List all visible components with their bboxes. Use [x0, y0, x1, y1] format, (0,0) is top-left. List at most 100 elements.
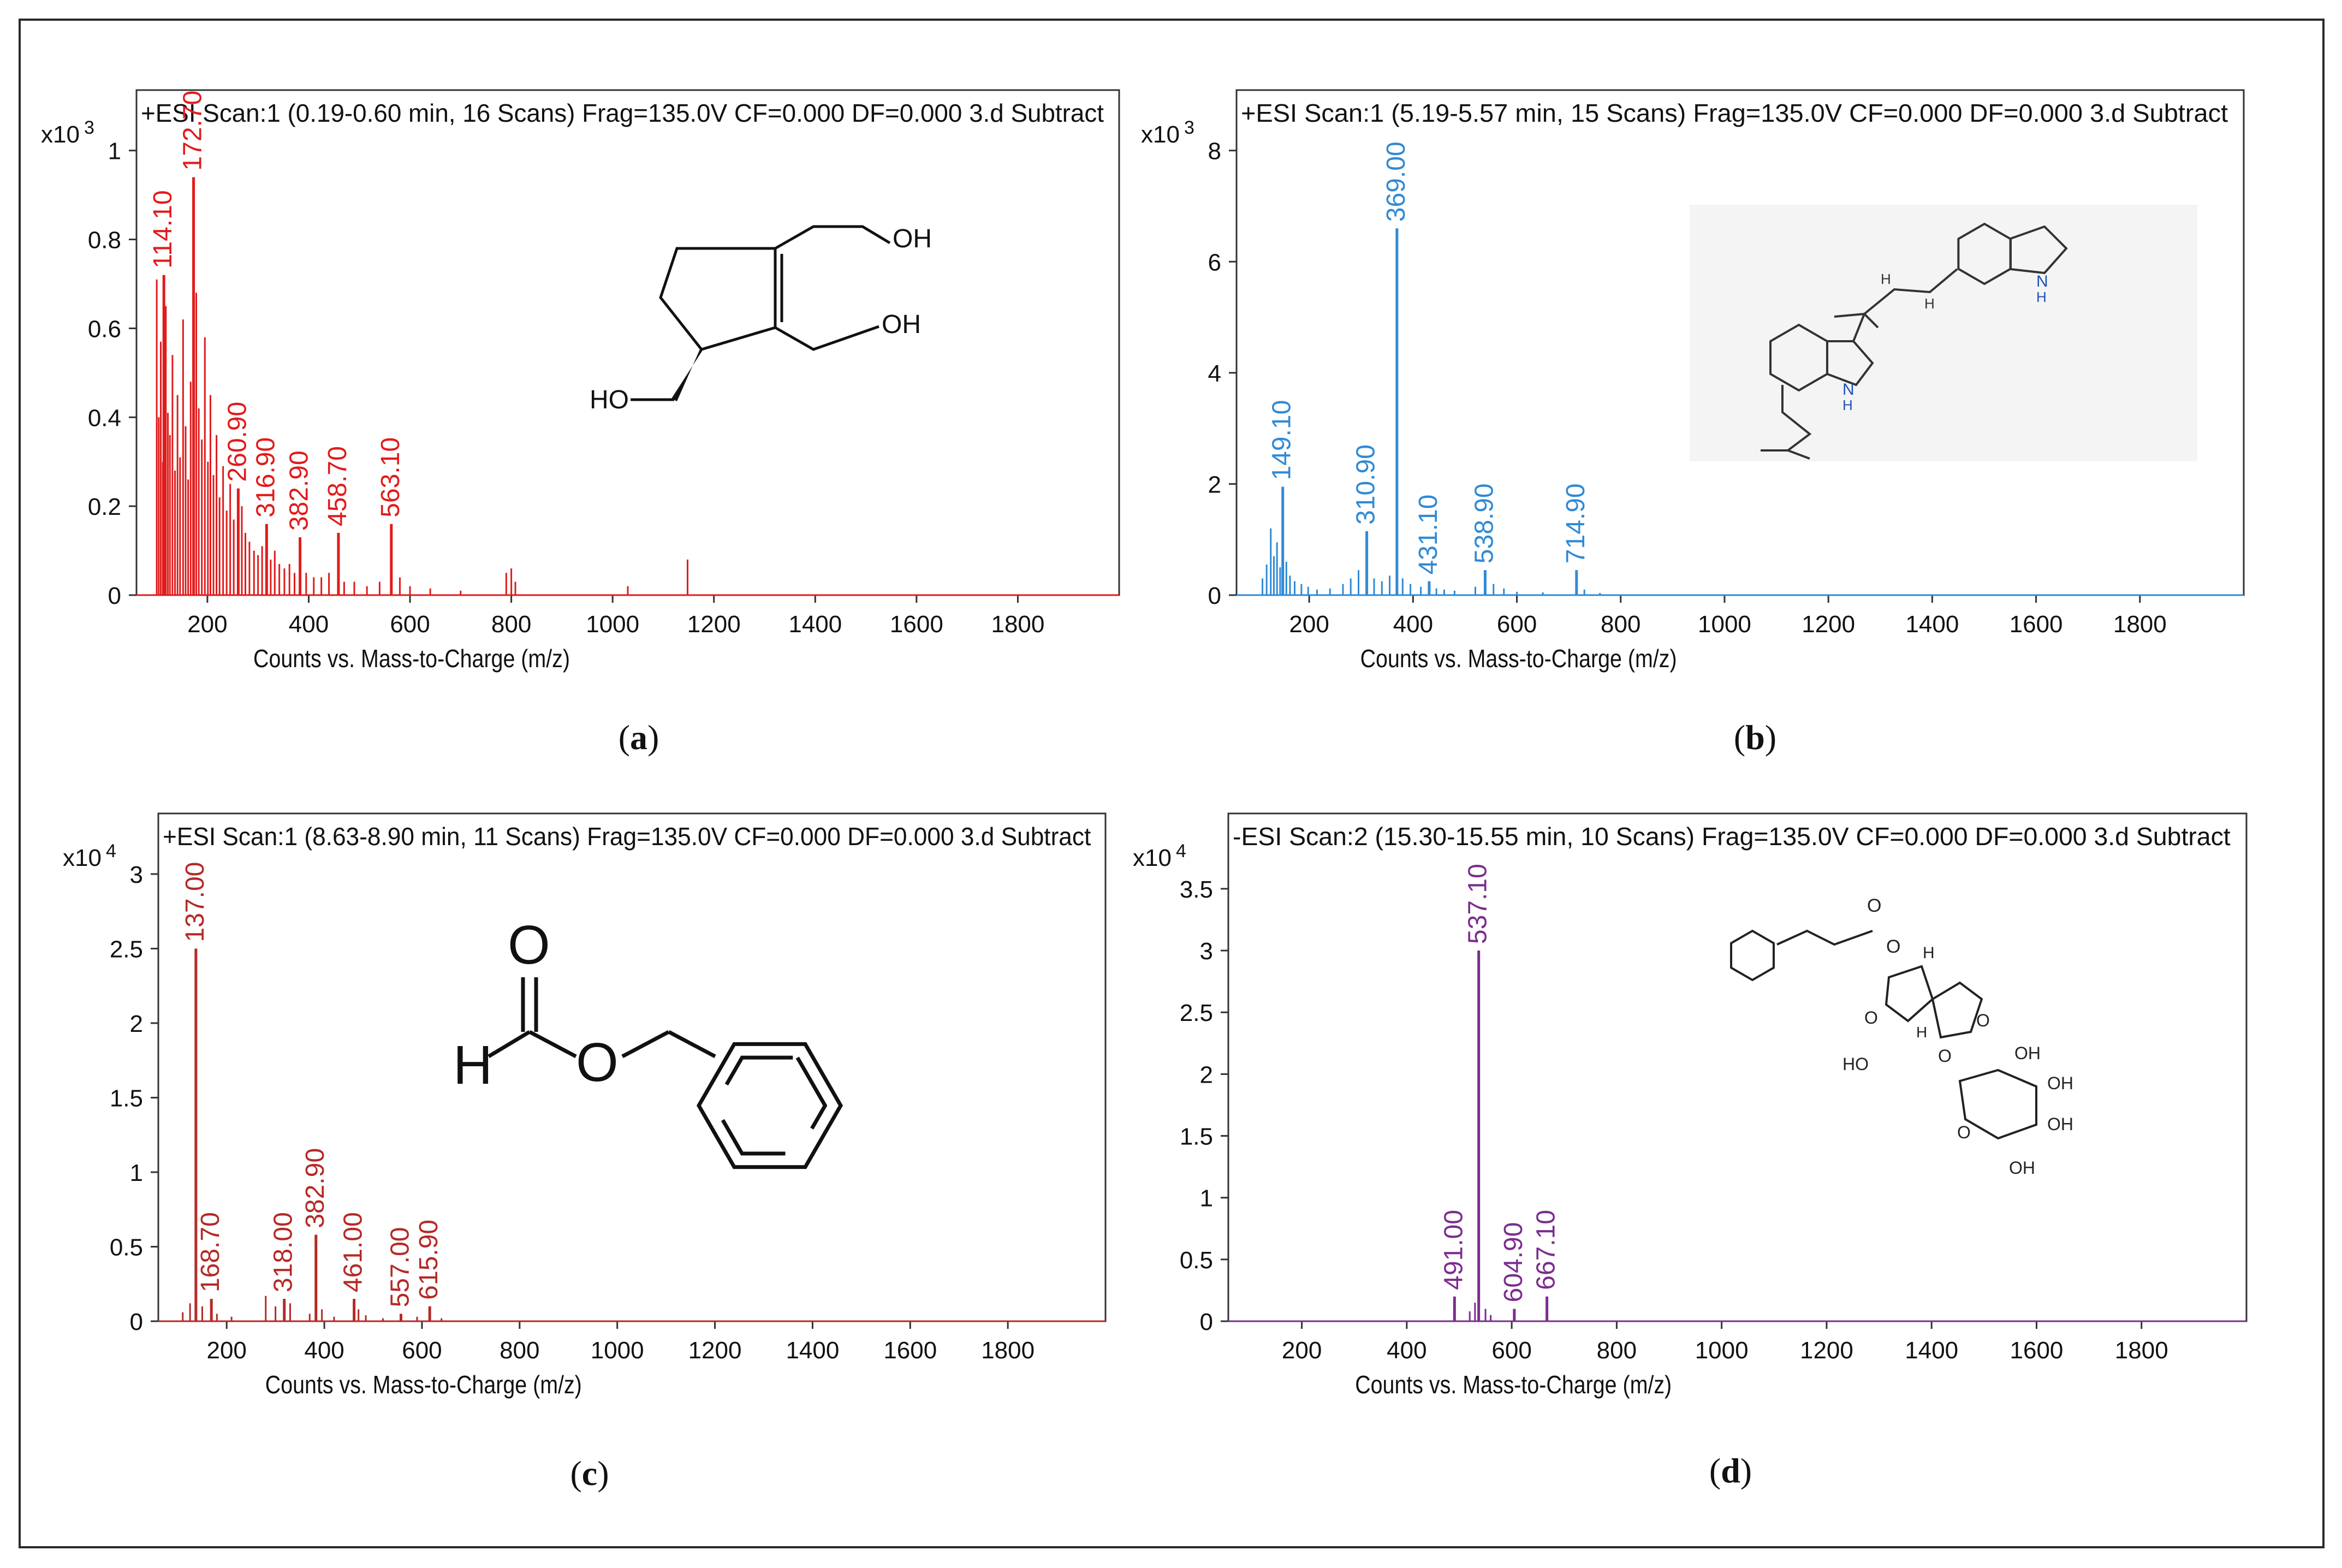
- x-tick-label: 800: [500, 1337, 539, 1364]
- structure-pyran: [1931, 981, 1983, 1039]
- y-multiplier-base: x10: [1141, 121, 1180, 148]
- x-tick-label: 200: [1282, 1337, 1322, 1364]
- x-tick-label: 400: [304, 1337, 344, 1364]
- peak-label: 168.70: [196, 1212, 225, 1292]
- y-multiplier-exponent: 3: [1184, 117, 1194, 138]
- y-tick-label: 0: [1200, 1309, 1213, 1335]
- x-tick-label: 1000: [586, 611, 639, 638]
- structure-label: O: [1864, 1008, 1878, 1027]
- y-multiplier-exponent: 4: [106, 841, 116, 862]
- chart-panel-b: +ESI Scan:1 (5.19-5.57 min, 15 Scans) Fr…: [1141, 89, 2245, 757]
- peak-label: 458.70: [323, 446, 352, 526]
- peak-label: 172.70: [179, 91, 207, 171]
- structure-label: H: [1842, 397, 1853, 413]
- peak-label: 491.00: [1439, 1210, 1468, 1290]
- scan-header: +ESI Scan:1 (0.19-0.60 min, 16 Scans) Fr…: [141, 99, 1104, 127]
- y-tick-label: 0.5: [110, 1234, 143, 1261]
- structure-label: O: [508, 914, 550, 976]
- structure-label: O: [576, 1032, 619, 1093]
- x-axis-label: Counts vs. Mass-to-Charge (m/z): [265, 1370, 582, 1399]
- scan-header: +ESI Scan:1 (8.63-8.90 min, 11 Scans) Fr…: [163, 822, 1091, 851]
- peak-label: 316.90: [251, 437, 280, 518]
- peak-label: 538.90: [1470, 483, 1499, 563]
- peak-label: 557.00: [385, 1227, 414, 1308]
- y-tick-label: 2.5: [110, 936, 143, 963]
- y-tick-label: 8: [1208, 138, 1221, 165]
- x-tick-label: 1800: [981, 1337, 1035, 1364]
- x-tick-label: 1400: [1905, 1337, 1958, 1364]
- y-tick-label: 1: [1200, 1185, 1213, 1212]
- x-tick-label: 1200: [1802, 611, 1855, 638]
- y-tick-label: 0: [1208, 583, 1221, 609]
- x-axis-label: Counts vs. Mass-to-Charge (m/z): [1360, 644, 1677, 673]
- peak-label: 431.10: [1414, 495, 1443, 575]
- y-multiplier: x10 3: [41, 117, 94, 148]
- x-tick-label: 800: [491, 611, 531, 638]
- y-multiplier-base: x10: [63, 845, 102, 871]
- y-tick-label: 1: [108, 138, 121, 165]
- x-tick-label: 200: [206, 1337, 246, 1364]
- y-tick-label: 2.5: [1180, 1000, 1213, 1026]
- structure-prenyl-branch: [1787, 449, 1810, 460]
- x-tick-label: 600: [390, 611, 430, 638]
- structure-cinnamoyl: [1776, 929, 1873, 946]
- plot-frame: [1227, 812, 2248, 1322]
- structure-label: H: [453, 1035, 492, 1096]
- x-tick-label: 600: [402, 1337, 442, 1364]
- peak-label: 114.10: [148, 190, 177, 268]
- structure-bond: [1852, 313, 1865, 342]
- x-tick-label: 1400: [1905, 611, 1959, 638]
- y-tick-label: 1.5: [110, 1085, 143, 1112]
- y-tick-label: 2: [1208, 471, 1221, 498]
- structure-wedge: [671, 349, 703, 401]
- structure-chain-1: [774, 225, 891, 250]
- structure-label: OH: [2047, 1114, 2073, 1134]
- structure-label: O: [1867, 895, 1881, 916]
- x-tick-label: 800: [1601, 611, 1640, 638]
- panel-caption-letter: d: [1721, 1451, 1740, 1490]
- structure-label: H: [2036, 289, 2047, 305]
- y-tick-label: 0.5: [1180, 1247, 1213, 1274]
- y-tick-label: 0.4: [88, 405, 121, 431]
- structure-chain-2: [774, 325, 879, 351]
- peak-label: 149.10: [1268, 400, 1297, 480]
- y-multiplier-exponent: 3: [84, 117, 94, 138]
- plot-frame: [135, 89, 1120, 596]
- structure-bond: [528, 1030, 577, 1059]
- peak-label: 537.10: [1464, 864, 1493, 944]
- peak-label: 615.90: [414, 1220, 443, 1300]
- structure-prenyl: [1761, 385, 1812, 452]
- y-multiplier-base: x10: [1133, 845, 1172, 871]
- y-multiplier-base: x10: [41, 121, 80, 148]
- y-tick-label: 0: [108, 583, 121, 609]
- peak-label: 318.00: [269, 1212, 298, 1292]
- panel-caption: (c): [570, 1454, 609, 1493]
- structure-label: OH: [882, 310, 921, 339]
- figure-frame: [19, 19, 2325, 1548]
- x-tick-label: 1000: [591, 1337, 644, 1364]
- structure-label: H: [1924, 295, 1935, 312]
- structure-label: HO: [1842, 1054, 1869, 1074]
- panel-caption: (d): [1709, 1451, 1752, 1490]
- y-multiplier-exponent: 4: [1176, 841, 1186, 862]
- structure-label: OH: [2047, 1073, 2073, 1093]
- peak-label: 604.90: [1499, 1222, 1528, 1303]
- x-tick-label: 1400: [786, 1337, 839, 1364]
- structure-label: N: [1842, 381, 1854, 399]
- structure-benzene-inner: [712, 1055, 828, 1156]
- peak-label: 369.00: [1382, 141, 1411, 222]
- x-tick-label: 1200: [688, 1337, 742, 1364]
- structure-label: O: [1976, 1011, 1990, 1030]
- peak-label: 137.00: [181, 862, 210, 942]
- panel-caption-letter: c: [582, 1454, 597, 1493]
- x-tick-label: 1400: [788, 611, 842, 638]
- x-tick-label: 1600: [890, 611, 943, 638]
- y-tick-label: 3: [130, 862, 143, 888]
- peak-label: 461.00: [339, 1212, 368, 1292]
- structure-label: H: [1923, 944, 1935, 962]
- structure-pyrrole-lower: [1826, 340, 1874, 387]
- chart-panel-a: +ESI Scan:1 (0.19-0.60 min, 16 Scans) Fr…: [41, 89, 1120, 757]
- structure-pyrrole-upper: [2010, 225, 2068, 275]
- peak-label: 667.10: [1532, 1210, 1561, 1290]
- x-tick-label: 1600: [2010, 1337, 2064, 1364]
